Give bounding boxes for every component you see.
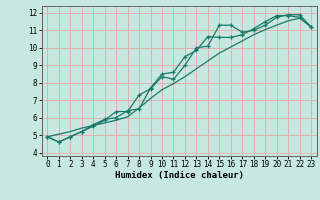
X-axis label: Humidex (Indice chaleur): Humidex (Indice chaleur)	[115, 171, 244, 180]
